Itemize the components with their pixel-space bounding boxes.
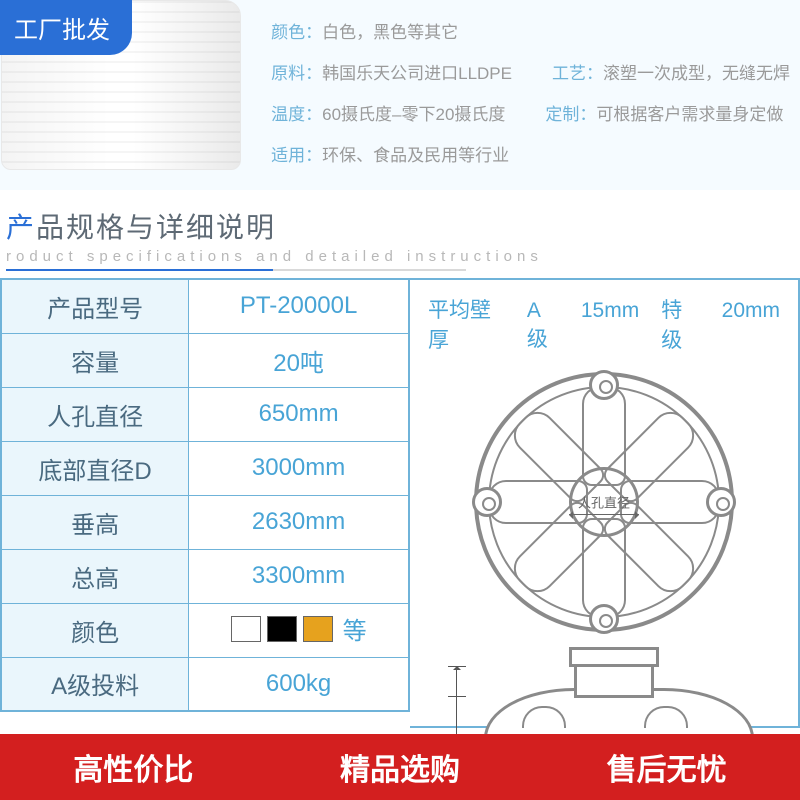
swatch-etc: 等 <box>343 611 367 646</box>
color-swatch <box>231 616 261 642</box>
prop-process: 工艺：滚塑一次成型，无缝无焊 <box>552 59 790 84</box>
table-row: 总高3300mm <box>1 549 409 603</box>
manhole-arrow-icon <box>569 514 639 515</box>
spec-key: 产品型号 <box>1 279 189 333</box>
table-row: 容量20吨 <box>1 333 409 387</box>
prop-material: 原料：韩国乐天公司进口LLDPE <box>271 59 512 84</box>
footer-b: 精品选购 <box>340 745 460 789</box>
table-row: 人孔直径650mm <box>1 387 409 441</box>
footer-bar: 高性价比 精品选购 售后无忧 <box>0 734 800 800</box>
section-title-en: roduct specifications and detailed instr… <box>6 248 800 265</box>
table-row: 颜色 等 <box>1 603 409 657</box>
spec-value: 650mm <box>189 387 409 441</box>
diagram-panel: 平均壁厚 A级 15mm 特级 20mm 人孔直径 <box>410 278 800 728</box>
section-rule <box>6 269 466 271</box>
table-row: 底部直径D3000mm <box>1 441 409 495</box>
section-title-accent: 产 <box>6 212 36 243</box>
spec-value: PT-20000L <box>189 279 409 333</box>
color-swatch <box>267 616 297 642</box>
prop-temp: 温度：60摄氏度–零下20摄氏度 <box>271 100 505 125</box>
spec-key: 底部直径D <box>1 441 189 495</box>
factory-badge: 工厂批发 <box>0 0 132 55</box>
footer-c: 售后无忧 <box>607 745 727 789</box>
spec-key: 颜色 <box>1 603 189 657</box>
spec-value: 20吨 <box>189 333 409 387</box>
table-row: A级投料600kg <box>1 657 409 711</box>
spec-value: 3300mm <box>189 549 409 603</box>
color-swatch <box>303 616 333 642</box>
prop-custom: 定制：可根据客户需求量身定做 <box>545 100 783 125</box>
prop-color: 颜色：白色，黑色等其它 <box>271 18 458 43</box>
middle-area: 产品型号PT-20000L容量20吨人孔直径650mm底部直径D3000mm垂高… <box>0 278 800 728</box>
section-title-rest: 品规格与详细说明 <box>36 212 276 243</box>
spec-key: 容量 <box>1 333 189 387</box>
footer-a: 高性价比 <box>73 745 193 789</box>
prop-apply: 适用：环保、食品及民用等行业 <box>271 141 509 166</box>
spec-key: A级投料 <box>1 657 189 711</box>
table-row: 垂高2630mm <box>1 495 409 549</box>
spec-value: 600kg <box>189 657 409 711</box>
manhole-label: 人孔直径 <box>578 493 630 512</box>
section-title: 产品规格与详细说明 roduct specifications and deta… <box>0 200 800 273</box>
table-row: 产品型号PT-20000L <box>1 279 409 333</box>
diagram-title: 平均壁厚 A级 15mm 特级 20mm <box>428 294 780 354</box>
top-view-drawing: 人孔直径 <box>474 372 734 632</box>
spec-key: 垂高 <box>1 495 189 549</box>
spec-value: 3000mm <box>189 441 409 495</box>
spec-value: 等 <box>189 603 409 657</box>
spec-table: 产品型号PT-20000L容量20吨人孔直径650mm底部直径D3000mm垂高… <box>0 278 410 712</box>
product-properties: 颜色：白色，黑色等其它 原料：韩国乐天公司进口LLDPE 工艺：滚塑一次成型，无… <box>241 0 800 190</box>
spec-key: 总高 <box>1 549 189 603</box>
spec-value: 2630mm <box>189 495 409 549</box>
spec-key: 人孔直径 <box>1 387 189 441</box>
